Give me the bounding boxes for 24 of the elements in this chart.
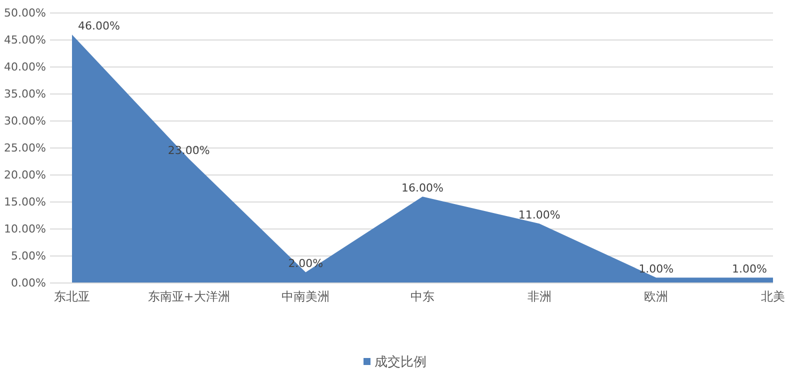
x-tick-label: 中东 (410, 290, 434, 304)
y-tick-label: 35.00% (4, 88, 46, 101)
x-tick-label: 中南美洲 (282, 290, 330, 304)
y-tick-label: 45.00% (4, 34, 46, 47)
y-tick-label: 20.00% (4, 168, 46, 182)
x-tick-label: 北美 (761, 290, 785, 304)
data-label: 16.00% (402, 182, 444, 195)
y-tick-label: 25.00% (4, 142, 46, 155)
x-tick-label: 东北亚 (54, 290, 90, 304)
x-tick-label: 欧洲 (644, 290, 668, 304)
y-tick-label: 40.00% (4, 60, 46, 74)
data-label: 11.00% (518, 208, 560, 222)
y-tick-label: 30.00% (4, 114, 46, 128)
data-label: 1.00% (638, 262, 674, 276)
x-tick-label: 东南亚+大洋洲 (148, 290, 230, 304)
x-tick-label: 非洲 (527, 290, 552, 304)
y-tick-label: 50.00% (4, 6, 46, 20)
y-tick-label: 15.00% (4, 196, 46, 209)
data-label: 1.00% (732, 262, 767, 276)
y-tick-label: 0.00% (11, 276, 46, 290)
y-tick-label: 10.00% (4, 222, 46, 236)
y-tick-label: 5.00% (11, 250, 46, 263)
legend-label: 成交比例 (374, 354, 426, 370)
data-label: 46.00% (78, 20, 120, 33)
